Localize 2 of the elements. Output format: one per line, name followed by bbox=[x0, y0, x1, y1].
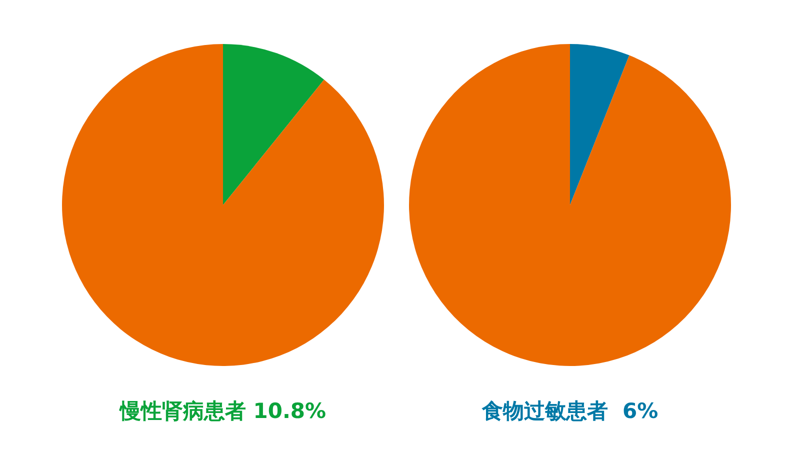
text: 慢性肾病患者 10.8% bbox=[118, 399, 326, 423]
text: 食物过敏患者 6% bbox=[480, 399, 658, 423]
